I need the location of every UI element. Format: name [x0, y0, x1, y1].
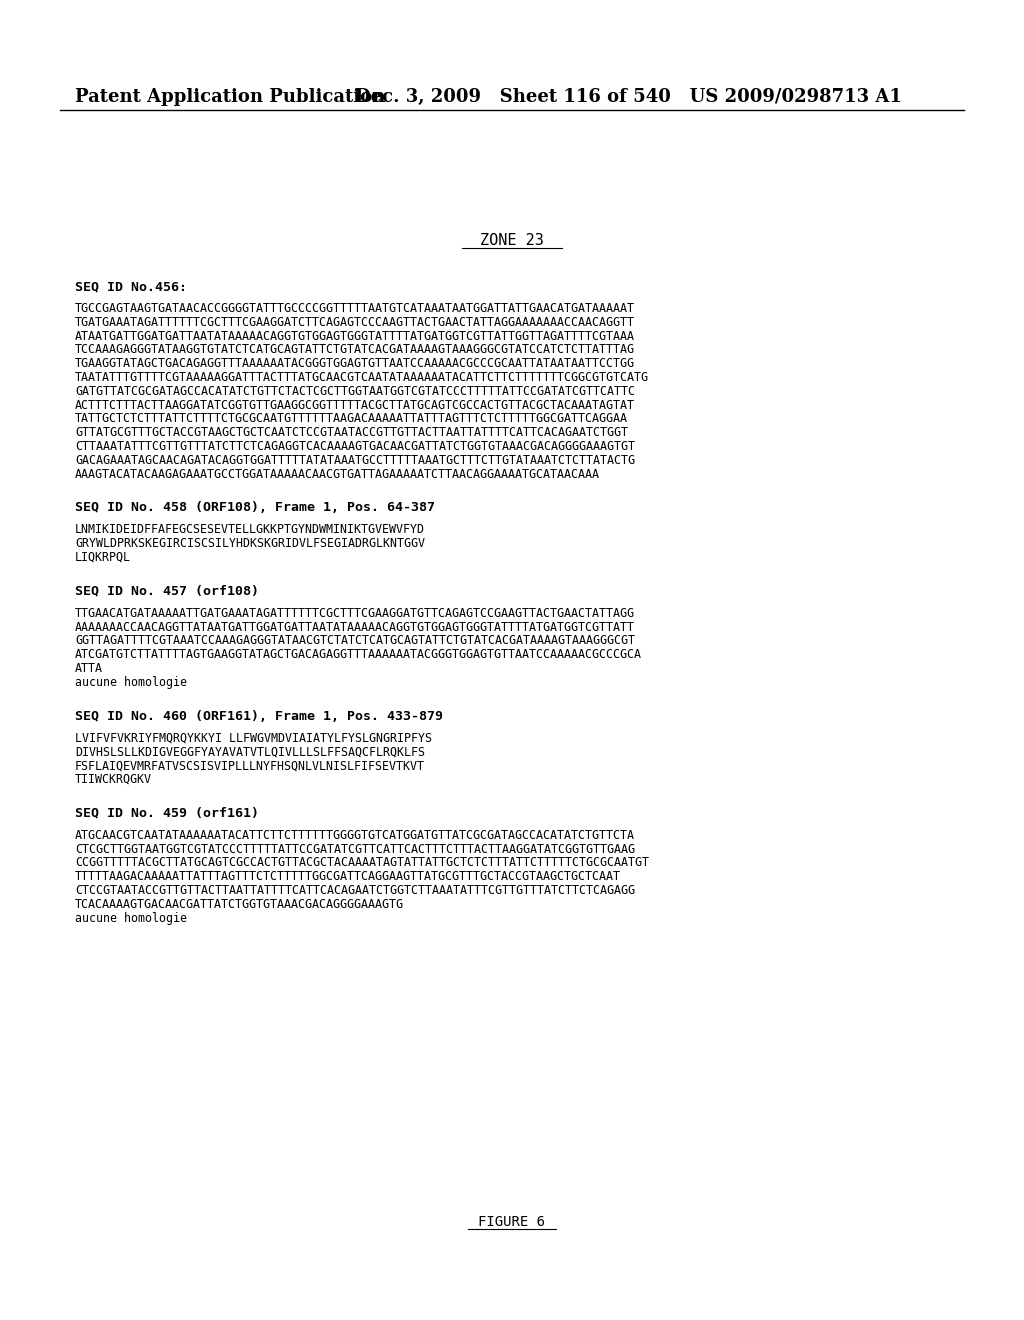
Text: CCGGTTTTTACGCTTATGCAGTCGCCACTGTTACGCTACAAAATAGTATTATTGCTCTCTTTATTCTTTTTCTGCGCAAT: CCGGTTTTTACGCTTATGCAGTCGCCACTGTTACGCTACA… — [75, 857, 649, 870]
Text: Patent Application Publication: Patent Application Publication — [75, 88, 385, 106]
Text: SEQ ID No. 457 (orf108): SEQ ID No. 457 (orf108) — [75, 585, 259, 598]
Text: TCACAAAAGTGACAACGATTATCTGGTGTAAACGACAGGGGAAAGTG: TCACAAAAGTGACAACGATTATCTGGTGTAAACGACAGGG… — [75, 898, 404, 911]
Text: aucune homologie: aucune homologie — [75, 912, 187, 924]
Text: ATTA: ATTA — [75, 663, 103, 675]
Text: TGATGAAATAGATTTTTTCGCTTTCGAAGGATCTTCAGAGTCCCAAGTTACTGAACTATTAGGAAAAAAACCAACAGGTT: TGATGAAATAGATTTTTTCGCTTTCGAAGGATCTTCAGAG… — [75, 315, 635, 329]
Text: AAAAAAACCAACAGGTTATAATGATTGGATGATTAATATAAAAACAGGTGTGGAGTGGGTATTTTATGATGGTCGTTATT: AAAAAAACCAACAGGTTATAATGATTGGATGATTAATATA… — [75, 620, 635, 634]
Text: ZONE 23: ZONE 23 — [480, 234, 544, 248]
Text: LIQKRPQL: LIQKRPQL — [75, 550, 131, 564]
Text: SEQ ID No. 459 (orf161): SEQ ID No. 459 (orf161) — [75, 807, 259, 820]
Text: ATAATGATTGGATGATTAATATAAAAACAGGTGTGGAGTGGGTATTTTATGATGGTCGTTATTGGTTAGATTTTCGTAAA: ATAATGATTGGATGATTAATATAAAAACAGGTGTGGAGTG… — [75, 330, 635, 343]
Text: GACAGAAATAGCAACAGATACAGGTGGATTTTTATATAAATGCCTTTTTAAATGCTTTCTTGTATAAATCTCTTATACTG: GACAGAAATAGCAACAGATACAGGTGGATTTTTATATAAA… — [75, 454, 635, 467]
Text: TIIWCKRQGKV: TIIWCKRQGKV — [75, 774, 152, 785]
Text: TAATATTTGTTTTCGTAAAAAGGATTTACTTTATGCAACGTCAATATAAAAAATACATTCTTCTTTTTTTCGGCGTGTCA: TAATATTTGTTTTCGTAAAAAGGATTTACTTTATGCAACG… — [75, 371, 649, 384]
Text: GRYWLDPRKSKEGIRCISCSILYHDKSKGRIDVLFSEGIADRGLKNTGGV: GRYWLDPRKSKEGIRCISCSILYHDKSKGRIDVLFSEGIA… — [75, 537, 425, 550]
Text: TCCAAAGAGGGTATAAGGTGTATCTCATGCAGTATTCTGTATCACGATAAAAGTAAAGGGCGTATCCATCTCTTATTTAG: TCCAAAGAGGGTATAAGGTGTATCTCATGCAGTATTCTGT… — [75, 343, 635, 356]
Text: SEQ ID No. 458 (ORF108), Frame 1, Pos. 64-387: SEQ ID No. 458 (ORF108), Frame 1, Pos. 6… — [75, 502, 435, 515]
Text: LVIFVFVKRIYFMQRQYKKYI LLFWGVMDVIAIATYLFYSLGNGRIPFYS: LVIFVFVKRIYFMQRQYKKYI LLFWGVMDVIAIATYLFY… — [75, 731, 432, 744]
Text: TGCCGAGTAAGTGATAACACCGGGGTATTTGCCCCGGTTTTTAATGTCATAAATAATGGATTATTGAACATGATAAAAAT: TGCCGAGTAAGTGATAACACCGGGGTATTTGCCCCGGTTT… — [75, 302, 635, 315]
Text: AAAGTACATACAAGAGAAATGCCTGGATAAAAACAACGTGATTAGAAAAATCTTAACAGGAAAATGCATAACAAA: AAAGTACATACAAGAGAAATGCCTGGATAAAAACAACGTG… — [75, 467, 600, 480]
Text: Dec. 3, 2009   Sheet 116 of 540   US 2009/0298713 A1: Dec. 3, 2009 Sheet 116 of 540 US 2009/02… — [355, 88, 902, 106]
Text: ACTTTCTTTACTTAAGGATATCGGTGTTGAAGGCGGTTTTTACGCTTATGCAGTCGCCACTGTTACGCTACAAATAGTAT: ACTTTCTTTACTTAAGGATATCGGTGTTGAAGGCGGTTTT… — [75, 399, 635, 412]
Text: CTTAAATATTTCGTTGTTTATCTTCTCAGAGGTCACAAAAGTGACAACGATTATCTGGTGTAAACGACAGGGGAAAGTGT: CTTAAATATTTCGTTGTTTATCTTCTCAGAGGTCACAAAA… — [75, 440, 635, 453]
Text: FSFLAIQEVMRFATVSCSISVIPLLLNYFHSQNLVLNISLFIFSEVTKVT: FSFLAIQEVMRFATVSCSISVIPLLLNYFHSQNLVLNISL… — [75, 759, 425, 772]
Text: GTTATGCGTTTGCTACCGTAAGCTGCTCAATCTCCGTAATACCGTTGTTACTTAATTATTTTCATTCACAGAATCTGGT: GTTATGCGTTTGCTACCGTAAGCTGCTCAATCTCCGTAAT… — [75, 426, 628, 440]
Text: DIVHSLSLLKDIGVEGGFYAYAVATVTLQIVLLLSLFFSAQCFLRQKLFS: DIVHSLSLLKDIGVEGGFYAYAVATVTLQIVLLLSLFFSA… — [75, 746, 425, 759]
Text: SEQ ID No.456:: SEQ ID No.456: — [75, 280, 187, 293]
Text: ATCGATGTCTTATTTTAGTGAAGGTATAGCTGACAGAGGTTTAAAAAATACGGGTGGAGTGTTAATCCAAAAACGCCCGC: ATCGATGTCTTATTTTAGTGAAGGTATAGCTGACAGAGGT… — [75, 648, 642, 661]
Text: CTCCGTAATACCGTTGTTACTTAATTATTTTCATTCACAGAATCTGGTCTTAAATATTTCGTTGTTTATCTTCTCAGAGG: CTCCGTAATACCGTTGTTACTTAATTATTTTCATTCACAG… — [75, 884, 635, 898]
Text: aucune homologie: aucune homologie — [75, 676, 187, 689]
Text: GATGTTATCGCGATAGCCACATATCTGTTCTACTCGCTTGGTAATGGTCGTATCCCTTTTTATTCCGATATCGTTCATTC: GATGTTATCGCGATAGCCACATATCTGTTCTACTCGCTTG… — [75, 385, 635, 397]
Text: FIGURE 6: FIGURE 6 — [478, 1214, 546, 1229]
Text: TGAAGGTATAGCTGACAGAGGTTTAAAAAATACGGGTGGAGTGTTAATCCAAAAACGCCCGCAATTATAATAATTCCTGG: TGAAGGTATAGCTGACAGAGGTTTAAAAAATACGGGTGGA… — [75, 358, 635, 370]
Text: TTTTTAAGACAAAAATTATTTAGTTTCTCTTTTTGGCGATTCAGGAAGTTATGCGTTTGCTACCGTAAGCTGCTCAAT: TTTTTAAGACAAAAATTATTTAGTTTCTCTTTTTGGCGAT… — [75, 870, 621, 883]
Text: ATGCAACGTCAATATAAAAAATACATTCTTCTTTTTTGGGGTGTCATGGATGTTATCGCGATAGCCACATATCTGTTCTA: ATGCAACGTCAATATAAAAAATACATTCTTCTTTTTTGGG… — [75, 829, 635, 842]
Text: SEQ ID No. 460 (ORF161), Frame 1, Pos. 433-879: SEQ ID No. 460 (ORF161), Frame 1, Pos. 4… — [75, 710, 443, 722]
Text: GGTTAGATTTTCGTAAATCCAAAGAGGGTATAACGTCTATCTCATGCAGTATTCTGTATCACGATAAAAGTAAAGGGCGT: GGTTAGATTTTCGTAAATCCAAAGAGGGTATAACGTCTAT… — [75, 635, 635, 647]
Text: CTCGCTTGGTAATGGTCGTATCCCTTTTTATTCCGATATCGTTCATTCACTTTCTTTACTTAAGGATATCGGTGTTGAAG: CTCGCTTGGTAATGGTCGTATCCCTTTTTATTCCGATATC… — [75, 842, 635, 855]
Text: TTGAACATGATAAAAATTGATGAAATAGATTTTTTCGCTTTCGAAGGATGTTCAGAGTCCGAAGTTACTGAACTATTAGG: TTGAACATGATAAAAATTGATGAAATAGATTTTTTCGCTT… — [75, 607, 635, 620]
Text: TATTGCTCTCTTTATTCTTTTCTGCGCAATGTTTTTTAAGACAAAAATTATTTAGTTTCTCTTTTTGGCGATTCAGGAA: TATTGCTCTCTTTATTCTTTTCTGCGCAATGTTTTTTAAG… — [75, 412, 628, 425]
Text: LNMIKIDEIDFFAFEGCSESEVTELLGKKPTGYNDWMINIKTGVEWVFYD: LNMIKIDEIDFFAFEGCSESEVTELLGKKPTGYNDWMINI… — [75, 524, 425, 536]
